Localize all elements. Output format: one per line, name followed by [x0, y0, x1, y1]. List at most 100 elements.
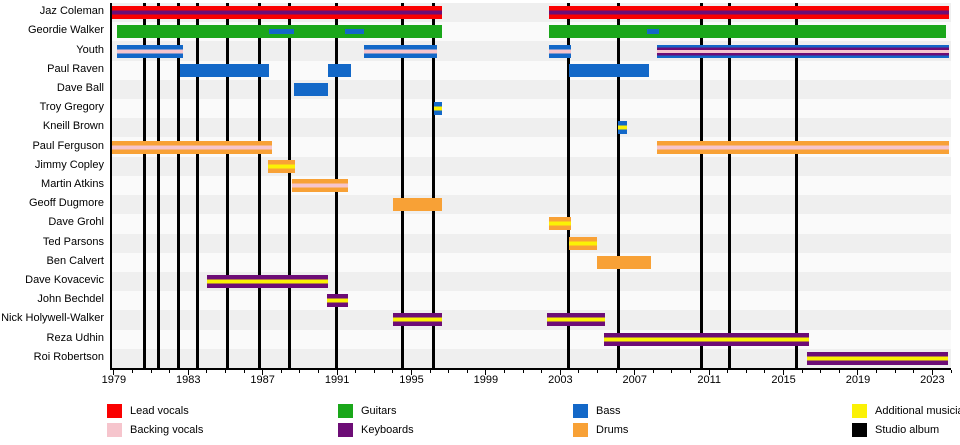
bass-overlay-stripe	[269, 29, 295, 35]
year-tick-minor	[522, 370, 524, 373]
member-bar	[206, 275, 328, 289]
album-line	[795, 3, 799, 368]
year-tick-minor	[671, 370, 673, 373]
album-line	[567, 3, 571, 368]
member-label: Troy Gregory	[39, 101, 104, 114]
legend-label-guitars: Guitars	[361, 405, 397, 417]
year-tick-minor	[820, 370, 822, 373]
year-tick-minor	[913, 370, 915, 373]
member-label: Reza Udhin	[46, 331, 104, 344]
year-tick-minor	[652, 370, 654, 373]
year-tick-minor	[355, 370, 357, 373]
year-tick-minor	[615, 370, 617, 373]
year-tick-label: 1999	[473, 374, 499, 386]
album-line	[400, 3, 404, 368]
year-tick-minor	[392, 370, 394, 373]
member-bar	[604, 332, 809, 346]
member-label: Kneill Brown	[42, 120, 104, 133]
member-bar	[112, 6, 443, 20]
year-tick-label: 2019	[845, 374, 871, 386]
year-tick-minor	[950, 370, 952, 373]
legend-swatch-additional	[852, 404, 867, 418]
member-bar	[568, 236, 597, 250]
year-tick-major	[931, 370, 933, 375]
album-line	[157, 3, 160, 368]
row-band	[112, 329, 951, 349]
member-label: Roi Robertson	[33, 350, 104, 363]
year-tick-major	[113, 370, 115, 375]
year-tick-major	[634, 370, 636, 375]
year-tick-minor	[169, 370, 171, 373]
year-tick-minor	[243, 370, 245, 373]
member-bar	[326, 294, 349, 308]
member-bar	[549, 44, 571, 58]
member-label: Dave Ball	[56, 81, 104, 94]
legend-label-bass: Bass	[596, 405, 621, 417]
member-label: Paul Raven	[47, 62, 104, 75]
year-tick-label: 2023	[920, 374, 945, 386]
year-tick-minor	[448, 370, 450, 373]
member-bar	[806, 351, 949, 365]
member-bar	[327, 63, 352, 77]
member-bar	[657, 140, 950, 154]
bass-overlay-stripe	[344, 29, 365, 35]
year-tick-minor	[597, 370, 599, 373]
member-bar	[549, 6, 950, 20]
year-tick-minor	[745, 370, 747, 373]
member-bar	[392, 198, 443, 212]
legend-swatch-backing	[107, 423, 122, 437]
member-bar	[657, 44, 950, 58]
member-bar	[392, 313, 443, 327]
year-tick-major	[559, 370, 561, 375]
year-tick-major	[336, 370, 338, 375]
year-tick-major	[262, 370, 264, 375]
bass-overlay-stripe	[646, 29, 659, 35]
member-label: Ted Parsons	[42, 235, 104, 248]
year-tick-label: 2003	[548, 374, 573, 386]
year-tick-minor	[224, 370, 226, 373]
year-tick-minor	[876, 370, 878, 373]
member-bar	[364, 44, 437, 58]
album-line	[225, 3, 229, 368]
year-tick-label: 1987	[250, 374, 275, 386]
member-label: Geoff Dugmore	[28, 197, 104, 210]
year-tick-label: 1979	[101, 374, 127, 386]
year-tick-major	[857, 370, 859, 375]
year-tick-minor	[578, 370, 580, 373]
year-tick-minor	[373, 370, 375, 373]
member-label: Dave Kovacevic	[25, 274, 104, 287]
album-line	[728, 3, 732, 368]
legend-label-keyboards: Keyboards	[361, 424, 414, 436]
member-bar	[547, 313, 605, 327]
row-band	[112, 252, 951, 272]
member-label: John Bechdel	[37, 293, 104, 306]
year-tick-minor	[541, 370, 543, 373]
member-bar	[549, 25, 947, 39]
year-tick-label: 2011	[697, 374, 721, 386]
legend-swatch-bass	[573, 404, 588, 418]
row-band	[112, 156, 951, 176]
year-tick-major	[485, 370, 487, 375]
year-tick-minor	[280, 370, 282, 373]
legend-swatch-album	[852, 423, 867, 437]
legend-label-drums: Drums	[596, 424, 629, 436]
year-tick-minor	[690, 370, 692, 373]
year-tick-major	[708, 370, 710, 375]
member-bar	[268, 159, 296, 173]
member-bar	[433, 102, 443, 116]
album-line	[700, 3, 704, 368]
row-band	[112, 214, 951, 234]
year-tick-minor	[727, 370, 729, 373]
member-label: Nick Holywell-Walker	[1, 312, 104, 325]
member-label: Jaz Coleman	[39, 5, 104, 18]
year-tick-label: 2007	[622, 374, 647, 386]
year-tick-label: 1983	[176, 374, 201, 386]
year-tick-minor	[299, 370, 301, 373]
member-label: Geordie Walker	[27, 24, 104, 37]
legend-label-lead: Lead vocals	[130, 405, 189, 417]
year-tick-major	[187, 370, 189, 375]
year-tick-minor	[838, 370, 840, 373]
legend-label-backing: Backing vocals	[130, 424, 204, 436]
album-line	[617, 3, 621, 368]
